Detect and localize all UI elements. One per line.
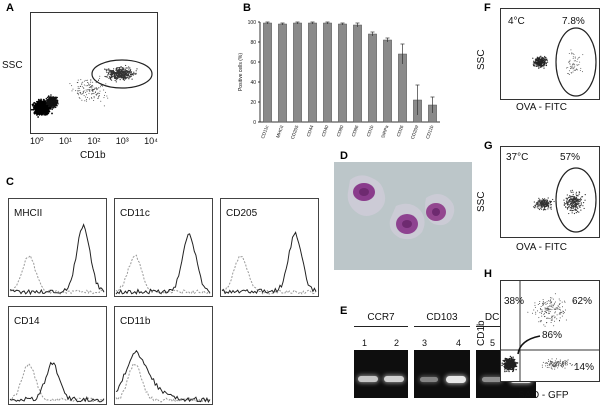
x-tick-label: CD205	[290, 124, 300, 140]
bar-mhcii	[278, 23, 287, 123]
gel-label-ccr7: CCR7	[367, 312, 395, 323]
panel-f-label: F	[484, 2, 491, 14]
panel-h-quadrant-ur: 62%	[572, 296, 593, 307]
y-tick-label: 0	[253, 120, 256, 126]
hist-label-cd11c: CD11c	[120, 208, 150, 219]
panel-g-xlabel: OVA - FITC	[516, 242, 567, 253]
histogram-box	[114, 198, 213, 297]
histogram-box	[114, 306, 213, 405]
panel-f-gate	[555, 27, 597, 97]
panel-a-scatter	[30, 12, 158, 134]
x-tick-label: CD80	[336, 124, 345, 137]
panel-f-xlabel: OVA - FITC	[516, 102, 567, 113]
panel-h-arrow	[517, 335, 541, 355]
panel-g-percent: 57%	[560, 152, 581, 163]
bar-cd205	[293, 22, 302, 123]
panel-a-xlabel: CD1b	[80, 150, 106, 161]
y-tick-label: 80	[250, 40, 256, 46]
x-tick-label: CD40	[321, 124, 330, 137]
gel-image-cd103	[414, 350, 470, 398]
histogram-box	[8, 198, 107, 297]
panel-h-quadrant-center: 86%	[542, 330, 563, 341]
lane-number: 1	[362, 338, 368, 348]
bar-cd1b	[368, 33, 377, 123]
y-tick-label: 100	[248, 20, 257, 26]
control-histogram	[9, 254, 105, 295]
control-histogram	[115, 362, 211, 403]
lane-number: 5	[490, 338, 496, 348]
tick: 10¹	[58, 136, 72, 146]
y-tick-label: 60	[250, 60, 256, 66]
x-tick-label: CD11b	[425, 124, 435, 139]
panel-c-histograms	[8, 198, 319, 405]
hist-label-cd205: CD205	[226, 208, 258, 219]
marker-histogram	[115, 349, 211, 403]
panel-h-label: H	[484, 268, 492, 280]
gel-image-ccr7	[354, 350, 408, 398]
histogram-box	[8, 306, 107, 405]
marker-histogram	[9, 223, 105, 296]
bar-cd26	[398, 53, 407, 123]
bar-cd44	[308, 22, 317, 123]
panel-g-scatter	[500, 146, 600, 238]
bar-cd80	[338, 23, 347, 123]
panel-h-xlabel: SAO - GFP	[518, 390, 569, 401]
lane-number: 4	[456, 338, 462, 348]
tick: 10³	[115, 136, 129, 146]
tick: 10⁴	[144, 136, 158, 146]
histogram-box	[220, 198, 319, 297]
x-tick-label: CD44	[306, 124, 315, 137]
panel-e-label: E	[340, 305, 348, 317]
panel-h-ylabel: CD1b	[476, 320, 487, 346]
panel-f-ylabel: SSC	[476, 49, 487, 70]
panel-f-scatter	[500, 8, 600, 100]
x-tick-label: CD86	[351, 124, 360, 137]
lane-number: 2	[394, 338, 400, 348]
y-axis-label: Positive cells (%)	[238, 53, 244, 91]
panel-g-gate	[555, 167, 597, 233]
x-tick-label: CD209	[410, 124, 420, 140]
panel-a-xticks: 10⁰ 10¹ 10² 10³ 10⁴	[30, 136, 158, 147]
marker-histogram	[115, 233, 211, 295]
tick: 10²	[87, 136, 101, 146]
control-histogram	[9, 362, 105, 403]
panel-a-label: A	[6, 2, 14, 14]
panel-f-percent: 7.8%	[562, 16, 585, 27]
x-tick-label: SIRPa	[380, 124, 389, 139]
x-tick-label: MHCII	[275, 125, 284, 139]
panel-a-gate	[91, 59, 153, 89]
panel-a-ylabel: SSC	[2, 60, 23, 71]
x-tick-label: CD26	[396, 124, 405, 137]
panel-g-temperature: 37°C	[506, 152, 529, 163]
panel-h-scatter	[500, 280, 600, 382]
hist-label-mhcii: MHCII	[14, 208, 43, 219]
y-tick-label: 40	[250, 80, 256, 86]
panel-c-label: C	[6, 176, 14, 188]
marker-histogram	[221, 231, 317, 295]
bar-cd40	[323, 22, 332, 123]
panel-g-label: G	[484, 140, 493, 152]
bar-cd86	[353, 24, 362, 123]
lane-number: 3	[422, 338, 428, 348]
bar-sirpa	[383, 39, 392, 123]
x-tick-label: CD11c	[260, 124, 270, 139]
panel-b-label: B	[243, 2, 251, 14]
hist-label-cd11b: CD11b	[120, 316, 151, 327]
panel-h-quadrant-lr: 14%	[574, 362, 595, 373]
gel-label-cd103: CD103	[426, 312, 458, 323]
panel-f-temperature: 4°C	[508, 16, 525, 27]
marker-histogram	[9, 361, 105, 403]
panel-b-bar-chart: 0 20 40 60 80 100 Positive cells (%) CD11c MHCII…	[238, 20, 440, 140]
panel-h-quadrant-ul: 38%	[504, 296, 525, 307]
panel-d-micrograph	[334, 162, 472, 270]
panel-a-dots	[30, 64, 138, 118]
panel-d-label: D	[340, 150, 348, 162]
y-tick-label: 20	[250, 100, 256, 106]
control-histogram	[221, 255, 317, 295]
hist-label-cd14: CD14	[14, 316, 40, 327]
x-tick-label: CD1b	[366, 124, 375, 137]
tick: 10⁰	[30, 136, 44, 146]
panel-g-ylabel: SSC	[476, 191, 487, 212]
bar-cd11c	[263, 22, 272, 123]
